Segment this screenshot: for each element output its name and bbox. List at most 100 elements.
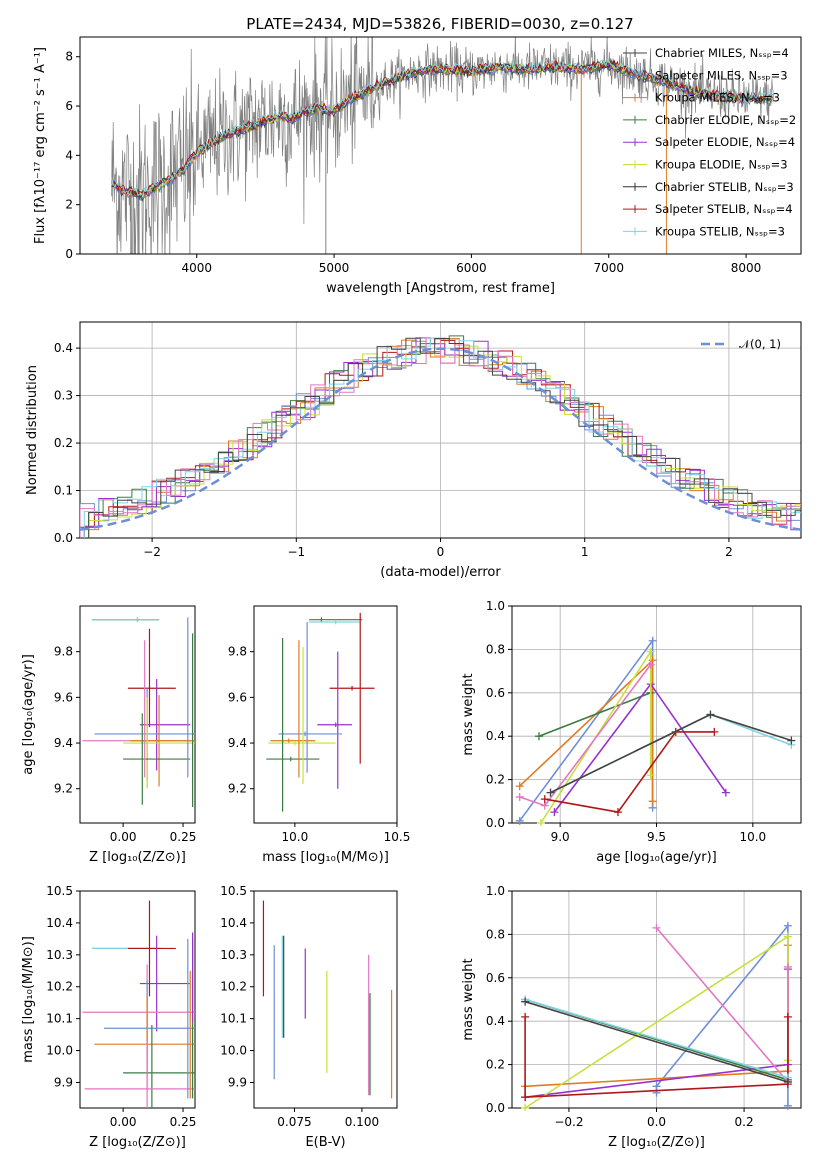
errorbar-point: [123, 713, 191, 805]
errorbar-point: [268, 740, 336, 746]
y-tick-label: 9.9: [228, 1075, 247, 1089]
axes-frame: [79, 321, 802, 539]
y-tick-label: 0.4: [54, 341, 73, 355]
x-tick-label: −0.2: [554, 1115, 583, 1129]
legend-entry: Salpeter ELODIE, Nₛₛₚ=4: [655, 135, 795, 149]
x-tick-label: 1: [581, 545, 589, 559]
errorbar-point: [123, 1025, 195, 1108]
weight-point-marker: [721, 788, 730, 797]
weight-point-marker: [646, 647, 655, 656]
x-tick-label: 0.075: [277, 1115, 311, 1129]
axes-frame: [253, 890, 398, 1109]
y-tick-label: 0.2: [54, 436, 73, 450]
y-tick-label: 0.4: [486, 1014, 505, 1028]
weight-point-marker: [515, 782, 524, 791]
legend-entry: Salpeter MILES, Nₛₛₚ=3: [655, 68, 788, 82]
weight-series-line: [519, 638, 654, 822]
x-tick-label: 0.0: [647, 1115, 666, 1129]
residual-histogram-step: [88, 335, 801, 538]
weight-point-marker: [783, 932, 792, 941]
weight-plot-area: [521, 921, 792, 1111]
weight-point-marker: [521, 1093, 530, 1102]
mass-vs-metallicity-panel: 0.00 0.25 9.9 10.0 10.1 10.2 10.3 10.4 10.5 Z [lo…: [21, 884, 196, 1150]
mass-vs-ebv-panel: 0.075 0.100 9.9 10.0 10.1 10.2 10.3 10.4 10.5 E(B…: [220, 884, 398, 1150]
x-tick-label: 10.5: [384, 830, 411, 844]
weight-series-line: [550, 713, 792, 794]
x-tick-label: −2: [143, 545, 161, 559]
x-tick-label: 0.2: [735, 1115, 754, 1129]
age-vs-metallicity-panel: 0.00 0.25 9.2 9.4 9.6 9.8 Z [log₁₀(Z/Z⊙)] age […: [21, 605, 196, 865]
weight-point-marker: [652, 923, 661, 932]
x-tick-label: 10.0: [739, 830, 766, 844]
x-tick-label: 8000: [731, 261, 762, 275]
weight-series: [536, 647, 655, 826]
y-axis-label: Flux [fλ10⁻¹⁷ erg cm⁻² s⁻¹ A⁻¹]: [33, 47, 48, 244]
y-tick-label: 9.6: [228, 690, 247, 704]
weight-series: [515, 636, 657, 825]
y-tick-label: 8: [65, 50, 73, 64]
figure-title: PLATE=2434, MJD=53826, FIBERID=0030, z=0…: [246, 15, 633, 33]
residual-histogram-panel: −2 −1 0 1 2 0.0 0.1 0.2 0.3 0.4 (data-model)/error…: [25, 321, 802, 580]
weight-series: [521, 997, 792, 1086]
y-tick-label: 0.3: [54, 389, 73, 403]
errorbar-point: [270, 738, 316, 744]
y-tick-label: 4: [65, 148, 73, 162]
weight-point-marker: [521, 1012, 530, 1021]
weight-point-marker: [787, 736, 796, 745]
weight-series-line: [550, 713, 792, 794]
x-tick-label: 5000: [319, 261, 350, 275]
x-tick-label: 7000: [593, 261, 624, 275]
weight-series: [515, 660, 655, 810]
weight-point-marker: [536, 819, 545, 826]
weight-plot-area: [515, 636, 796, 826]
weight-point-marker: [783, 1101, 792, 1110]
y-tick-label: 9.9: [54, 1075, 73, 1089]
y-tick-label: 0.6: [486, 686, 505, 700]
y-tick-label: 9.2: [54, 782, 73, 796]
errorbar-point: [139, 935, 191, 1032]
axes-frame: [79, 890, 196, 1109]
y-tick-label: 10.4: [46, 916, 73, 930]
x-axis-label: (data-model)/error: [380, 565, 501, 580]
y-tick-label: 0.0: [54, 531, 73, 545]
normal-reference-curve: [80, 347, 801, 531]
residual-histogram-step: [88, 337, 801, 538]
errorbar-point: [82, 964, 195, 1061]
spectrum-legend: Chabrier MILES, Nₛₛₚ=4 Salpeter MILES, Nₛ…: [623, 46, 796, 238]
model-spectrum-line: [111, 58, 773, 198]
errorbar-point: [91, 617, 160, 622]
y-tick-label: 10.0: [46, 1044, 73, 1058]
y-tick-label: 10.0: [220, 1044, 247, 1058]
residual-histogram-step: [83, 338, 801, 538]
weight-series: [540, 727, 719, 817]
errorbar-point: [123, 697, 195, 789]
y-tick-label: 1.0: [486, 884, 505, 898]
y-tick-label: 10.2: [220, 980, 247, 994]
x-axis-label: age [log₁₀(age/yr)]: [596, 850, 717, 865]
axes-frame: [511, 890, 802, 1109]
x-axis-label: Z [log₁₀(Z/Z⊙)]: [89, 850, 186, 865]
y-tick-label: 10.5: [46, 884, 73, 898]
weight-series: [534, 688, 655, 741]
x-tick-label: 4000: [181, 261, 212, 275]
errorbar-point: [84, 1040, 195, 1108]
y-tick-label: 10.1: [46, 1012, 73, 1026]
x-tick-label: 2: [725, 545, 733, 559]
weight-point-marker: [540, 795, 549, 804]
errorbar-point: [329, 685, 375, 691]
y-axis-label: Normed distribution: [25, 365, 40, 495]
y-tick-label: 10.5: [220, 884, 247, 898]
y-tick-label: 9.2: [228, 782, 247, 796]
legend-entry: Chabrier MILES, Nₛₛₚ=4: [655, 46, 789, 60]
spectrum-panel: 4000 5000 6000 7000 8000 0 2 4 6 8 wavelength [Ang…: [33, 36, 802, 296]
errorbar-plot-area: [266, 612, 375, 812]
weight-series-line: [544, 731, 715, 813]
x-tick-label: 0: [437, 545, 445, 559]
weight-point-marker: [652, 1082, 661, 1091]
weight-vs-metallicity-panel: −0.2 0.0 0.2 0.0 0.2 0.4 0.6 0.8 1.0 Z [log₁₀(Z/Z…: [461, 884, 802, 1150]
y-tick-label: 0.6: [486, 971, 505, 985]
weight-series-line: [538, 692, 651, 737]
y-tick-label: 10.3: [220, 948, 247, 962]
axes-frame: [79, 36, 802, 255]
